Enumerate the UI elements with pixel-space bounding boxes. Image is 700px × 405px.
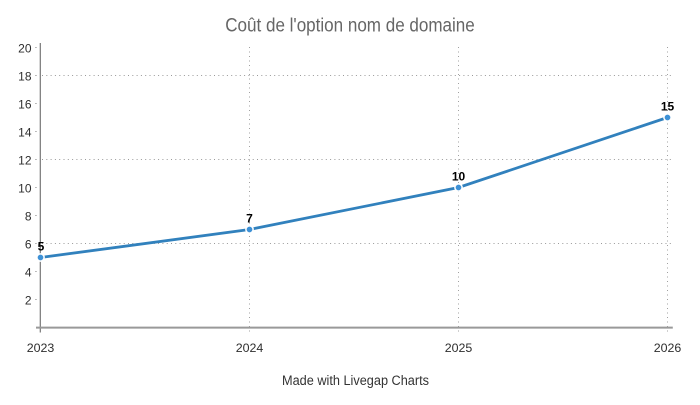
svg-text:2: 2 [25,294,32,308]
svg-text:4: 4 [25,266,32,280]
svg-text:14: 14 [18,126,32,140]
svg-text:18: 18 [18,70,32,84]
svg-text:2026: 2026 [654,341,682,355]
svg-text:20: 20 [18,42,32,56]
svg-text:2023: 2023 [27,341,55,355]
svg-text:15: 15 [661,100,675,114]
svg-text:12: 12 [18,154,32,168]
svg-text:5: 5 [38,240,45,254]
svg-text:7: 7 [246,212,253,226]
svg-text:10: 10 [452,170,466,184]
svg-text:10: 10 [18,182,32,196]
svg-text:Coût de l'option nom de domain: Coût de l'option nom de domaine [225,15,475,37]
svg-text:8: 8 [25,210,32,224]
svg-text:2024: 2024 [236,341,264,355]
svg-text:6: 6 [25,238,32,252]
svg-text:16: 16 [18,98,32,112]
svg-text:2025: 2025 [445,341,473,355]
svg-text:Made with Livegap Charts: Made with Livegap Charts [282,373,429,388]
